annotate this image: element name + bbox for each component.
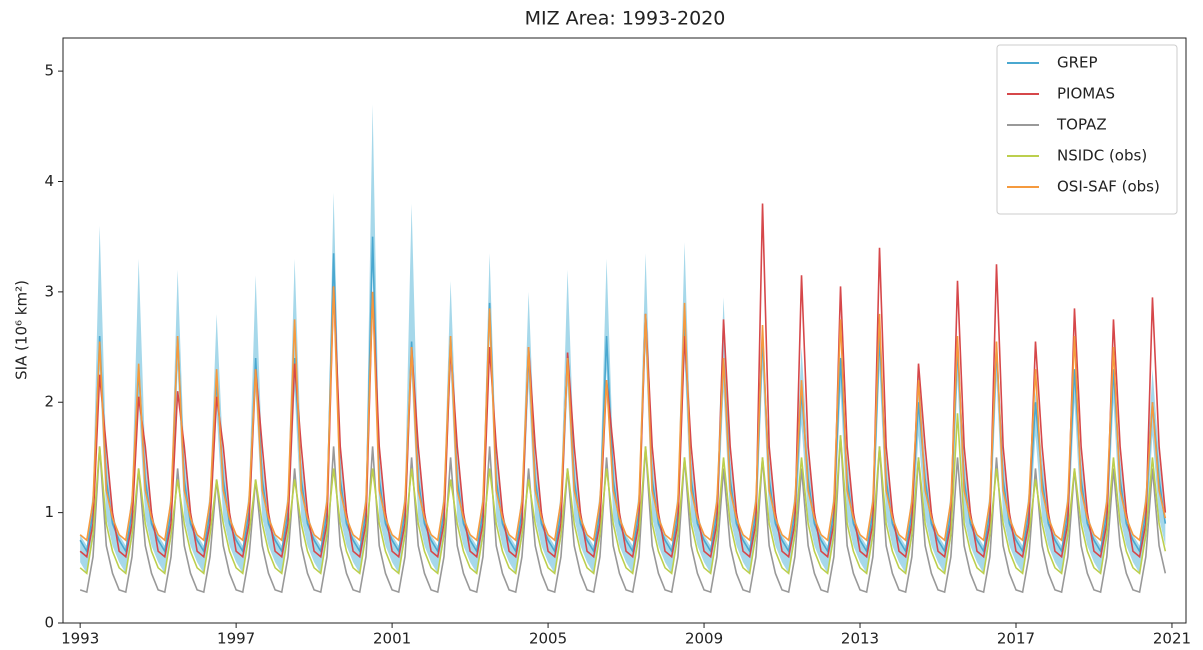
series-line xyxy=(79,435,1167,594)
spread-band xyxy=(80,104,1166,574)
x-tick-label: 1997 xyxy=(217,630,255,648)
x-tick-label: 2021 xyxy=(1153,630,1191,648)
x-tick-label: 1993 xyxy=(61,630,99,648)
y-tick-label: 3 xyxy=(44,282,54,300)
legend-label: NSIDC (obs) xyxy=(1057,147,1147,165)
y-tick-label: 2 xyxy=(44,393,54,411)
legend-box xyxy=(996,44,1178,215)
legend-label: TOPAZ xyxy=(1056,116,1107,134)
y-tick-label: 4 xyxy=(44,172,54,190)
series-line xyxy=(79,203,1167,559)
plot-frame xyxy=(62,37,1187,624)
legend-label: OSI-SAF (obs) xyxy=(1057,178,1160,196)
y-tick-label: 0 xyxy=(44,614,54,632)
series-line xyxy=(79,286,1167,542)
x-tick-label: 2017 xyxy=(997,630,1035,648)
x-tick-label: 2001 xyxy=(373,630,411,648)
y-tick-label: 5 xyxy=(44,62,54,80)
y-axis-label: SIA (10⁶ km²) xyxy=(13,280,31,380)
legend-label: PIOMAS xyxy=(1057,85,1115,103)
x-tick-label: 2009 xyxy=(685,630,723,648)
series-line xyxy=(79,413,1167,575)
chart-title: MIZ Area: 1993-2020 xyxy=(525,8,726,30)
y-tick-label: 1 xyxy=(44,503,54,521)
legend-label: GREP xyxy=(1057,54,1098,72)
x-tick-label: 2013 xyxy=(841,630,879,648)
x-tick-label: 2005 xyxy=(529,630,567,648)
